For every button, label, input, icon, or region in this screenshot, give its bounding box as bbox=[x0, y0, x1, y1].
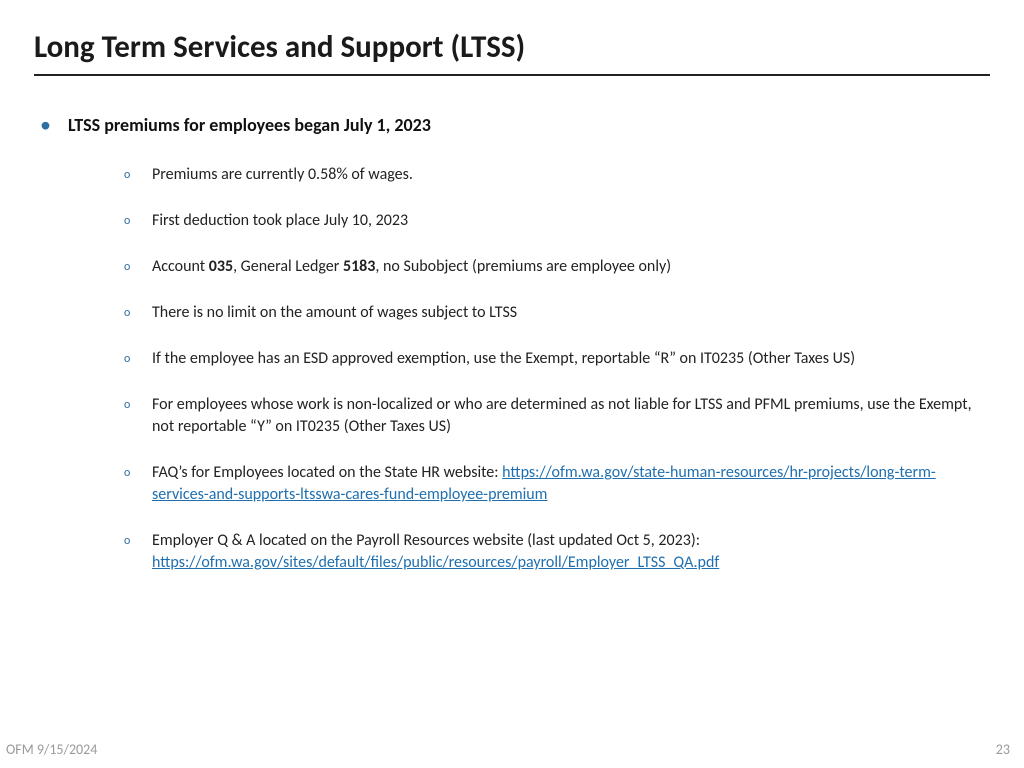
sub-text: Account 035, General Ledger 5183, no Sub… bbox=[152, 256, 990, 278]
circle-icon: o bbox=[124, 394, 152, 416]
sub-bullet-list: o Premiums are currently 0.58% of wages.… bbox=[124, 164, 990, 574]
circle-icon: o bbox=[124, 302, 152, 324]
sub-text: FAQ’s for Employees located on the State… bbox=[152, 462, 990, 506]
list-item: o FAQ’s for Employees located on the Sta… bbox=[124, 462, 990, 506]
page-number: 23 bbox=[996, 741, 1010, 758]
list-item: o For employees whose work is non-locali… bbox=[124, 394, 990, 438]
circle-icon: o bbox=[124, 348, 152, 370]
text-run: , no Subobject (premiums are employee on… bbox=[375, 257, 671, 276]
text-run: FAQ’s for Employees located on the State… bbox=[152, 463, 502, 482]
text-run: Account bbox=[152, 257, 209, 276]
sub-text: If the employee has an ESD approved exem… bbox=[152, 348, 990, 370]
list-item: o If the employee has an ESD approved ex… bbox=[124, 348, 990, 370]
list-item: o Account 035, General Ledger 5183, no S… bbox=[124, 256, 990, 278]
sub-text: Premiums are currently 0.58% of wages. bbox=[152, 164, 990, 186]
circle-icon: o bbox=[124, 256, 152, 278]
list-item: o Premiums are currently 0.58% of wages. bbox=[124, 164, 990, 186]
slide-title: Long Term Services and Support (LTSS) bbox=[0, 0, 1024, 74]
slide: Long Term Services and Support (LTSS) • … bbox=[0, 0, 1024, 768]
list-item: o Employer Q & A located on the Payroll … bbox=[124, 530, 990, 574]
list-item: o There is no limit on the amount of wag… bbox=[124, 302, 990, 324]
circle-icon: o bbox=[124, 530, 152, 552]
circle-icon: o bbox=[124, 210, 152, 232]
gl-number: 5183 bbox=[343, 257, 375, 276]
main-bullet-text: LTSS premiums for employees began July 1… bbox=[68, 114, 431, 136]
account-number: 035 bbox=[209, 257, 233, 276]
sub-text: There is no limit on the amount of wages… bbox=[152, 302, 990, 324]
bullet-icon: • bbox=[34, 114, 68, 136]
sub-text: For employees whose work is non-localize… bbox=[152, 394, 990, 438]
slide-content: • LTSS premiums for employees began July… bbox=[0, 76, 1024, 574]
list-item: o First deduction took place July 10, 20… bbox=[124, 210, 990, 232]
sub-text: Employer Q & A located on the Payroll Re… bbox=[152, 530, 990, 574]
circle-icon: o bbox=[124, 164, 152, 186]
employer-qa-link[interactable]: https://ofm.wa.gov/sites/default/files/p… bbox=[152, 553, 719, 572]
footer-date: OFM 9/15/2024 bbox=[6, 741, 97, 758]
circle-icon: o bbox=[124, 462, 152, 484]
text-run: , General Ledger bbox=[233, 257, 343, 276]
main-bullet: • LTSS premiums for employees began July… bbox=[34, 114, 990, 136]
sub-text: First deduction took place July 10, 2023 bbox=[152, 210, 990, 232]
text-run: Employer Q & A located on the Payroll Re… bbox=[152, 531, 700, 550]
